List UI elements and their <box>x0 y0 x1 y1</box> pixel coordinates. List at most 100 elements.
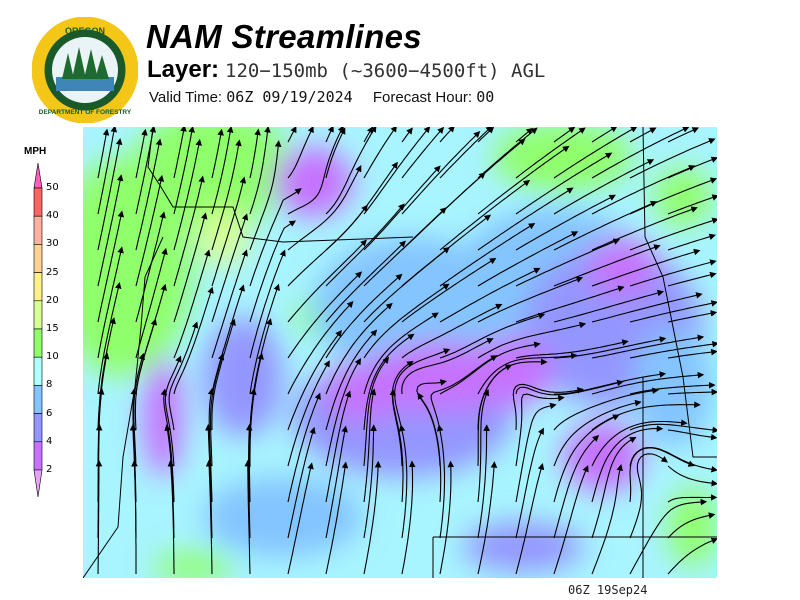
legend-tick: 50 <box>46 182 59 193</box>
streamline <box>553 387 659 431</box>
streamline <box>210 353 225 467</box>
streamline <box>553 399 642 467</box>
streamline <box>515 194 616 251</box>
wind-speed-region <box>143 357 183 477</box>
streamline <box>325 127 377 215</box>
streamline <box>629 453 668 539</box>
streamline <box>515 127 534 143</box>
legend-tick: 2 <box>46 464 53 475</box>
legend-arrow-top <box>33 162 43 189</box>
streamline <box>160 388 175 503</box>
streamline <box>629 447 695 503</box>
streamline <box>439 127 493 179</box>
streamline <box>135 127 157 215</box>
color-legend-bar <box>33 162 43 498</box>
streamline <box>97 138 123 251</box>
streamline <box>553 414 620 503</box>
wind-speed-region <box>273 147 353 217</box>
legend-swatch <box>33 244 43 273</box>
legend-arrow-bottom <box>33 469 43 498</box>
streamline <box>553 434 600 539</box>
streamline <box>667 271 717 287</box>
streamline <box>477 352 578 395</box>
streamline <box>287 300 354 395</box>
legend-swatch <box>33 328 43 358</box>
streamline <box>173 127 195 215</box>
streamline <box>325 273 403 359</box>
streamline <box>553 127 576 143</box>
streamline <box>287 127 297 143</box>
streamline <box>249 127 271 215</box>
forecast-hour-label: Forecast Hour: <box>372 89 473 106</box>
streamline <box>477 321 587 359</box>
streamline <box>477 364 513 467</box>
streamline <box>629 259 717 287</box>
streamline <box>667 512 716 539</box>
legend-swatch <box>33 356 43 386</box>
streamline <box>667 156 717 179</box>
streamline <box>629 498 708 575</box>
streamline <box>363 127 431 215</box>
streamline <box>363 312 439 395</box>
streamline <box>325 302 393 395</box>
streamline <box>629 217 717 251</box>
streamline <box>287 127 314 179</box>
oregon-forestry-logo: OREGON DEPARTMENT OF FORESTRY <box>32 17 138 123</box>
streamline <box>436 424 446 539</box>
streamline <box>553 127 638 179</box>
legend-swatch <box>33 300 43 330</box>
streamline <box>97 281 122 395</box>
streamline <box>591 371 705 395</box>
streamline <box>629 127 657 143</box>
streamline <box>394 348 451 431</box>
streamline <box>287 462 314 575</box>
layer-label: Layer: <box>147 56 220 83</box>
streamline <box>363 333 415 431</box>
streamline <box>389 388 404 503</box>
streamline <box>515 393 565 467</box>
legend-tick: 40 <box>46 210 59 222</box>
streamline <box>173 212 208 323</box>
streamline <box>248 388 257 503</box>
streamline <box>211 213 249 323</box>
legend-tick: 6 <box>46 407 53 419</box>
streamline <box>249 283 280 395</box>
streamline <box>211 176 247 287</box>
streamline <box>95 459 103 575</box>
streamline <box>553 465 589 575</box>
legend-tick: 30 <box>46 238 59 250</box>
streamline <box>591 248 701 287</box>
svg-text:OREGON: OREGON <box>65 26 105 36</box>
streamline <box>430 355 498 431</box>
streamline <box>439 127 455 143</box>
streamline <box>391 360 414 467</box>
streamline <box>667 429 717 441</box>
streamline <box>287 360 330 467</box>
streamline <box>287 239 367 323</box>
streamline <box>363 424 377 539</box>
legend-swatch <box>33 413 43 443</box>
streamline <box>591 401 701 431</box>
streamline <box>591 425 664 503</box>
streamline <box>477 187 574 251</box>
streamline <box>173 286 214 395</box>
streamline <box>629 340 717 359</box>
streamline <box>135 138 163 251</box>
streamline <box>211 249 248 359</box>
streamline <box>363 460 382 575</box>
streamline <box>249 128 261 179</box>
streamline <box>398 424 408 539</box>
legend-tick: 20 <box>46 294 59 306</box>
streamline <box>667 465 717 487</box>
streamline <box>439 267 541 323</box>
streamline <box>477 127 495 143</box>
streamline <box>249 249 286 359</box>
legend-swatch <box>33 272 43 302</box>
streamline <box>667 494 717 503</box>
wind-speed-region <box>653 167 713 227</box>
streamline <box>401 127 413 143</box>
valid-time-label: Valid Time: <box>149 89 223 106</box>
streamline <box>173 249 211 359</box>
streamline <box>591 436 637 539</box>
legend-tick: 15 <box>46 323 59 334</box>
